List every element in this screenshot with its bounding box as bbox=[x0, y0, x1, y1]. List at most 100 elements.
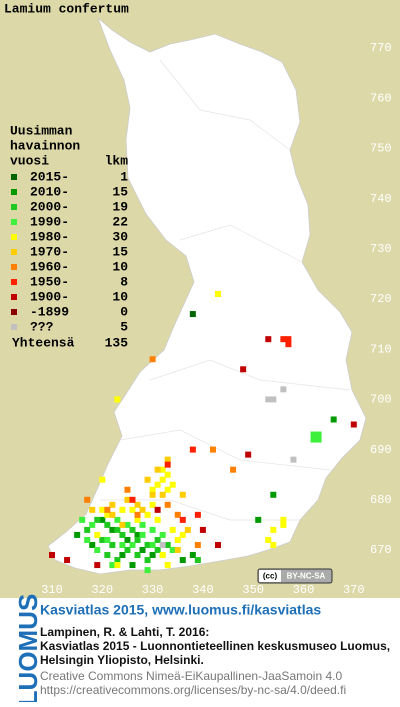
occurrence-square bbox=[270, 396, 277, 403]
occurrence-square bbox=[139, 521, 146, 528]
x-tick-label: 360 bbox=[293, 583, 315, 597]
legend-header: Uusimman bbox=[10, 123, 73, 138]
license-url[interactable]: https://creativecommons.org/licenses/by-… bbox=[40, 683, 346, 697]
legend-count: 19 bbox=[112, 199, 128, 214]
x-tick-label: 370 bbox=[343, 583, 365, 597]
legend-swatch bbox=[11, 309, 17, 315]
occurrence-square bbox=[99, 536, 106, 543]
occurrence-square bbox=[124, 521, 131, 528]
occurrence-square bbox=[270, 526, 277, 533]
occurrence-square bbox=[169, 481, 176, 488]
legend-total-label: Yhteensä bbox=[12, 335, 75, 350]
occurrence-square bbox=[144, 511, 151, 518]
occurrence-square bbox=[134, 552, 141, 559]
occurrence-square bbox=[99, 476, 106, 483]
y-tick-label: 720 bbox=[370, 292, 392, 306]
occurrence-square bbox=[134, 511, 141, 518]
legend-label: 1950- bbox=[30, 274, 69, 289]
occurrence-square bbox=[154, 536, 161, 543]
occurrence-square bbox=[265, 536, 272, 543]
occurrence-square bbox=[290, 456, 297, 463]
occurrence-square bbox=[104, 506, 111, 513]
occurrence-square bbox=[330, 416, 337, 423]
occurrence-square bbox=[270, 541, 277, 548]
occurrence-square bbox=[189, 552, 196, 559]
occurrence-square bbox=[139, 547, 146, 553]
occurrence-square bbox=[134, 501, 141, 508]
legend-swatch bbox=[11, 189, 17, 195]
occurrence-square bbox=[149, 526, 156, 533]
occurrence-square bbox=[139, 506, 146, 513]
occurrence-square bbox=[245, 451, 252, 458]
occurrence-square bbox=[144, 476, 151, 483]
footer-link[interactable]: Kasviatlas 2015, www.luomus.fi/kasviatla… bbox=[40, 602, 321, 618]
occurrence-square bbox=[209, 446, 216, 453]
legend-count: 15 bbox=[112, 184, 128, 199]
cc-text: BY-NC-SA bbox=[287, 572, 326, 581]
occurrence-square bbox=[194, 557, 201, 564]
occurrence-square bbox=[139, 531, 146, 538]
occurrence-square bbox=[149, 541, 156, 548]
legend-total: 135 bbox=[105, 335, 129, 350]
occurrence-square bbox=[124, 547, 131, 553]
occurrence-square bbox=[174, 511, 181, 518]
y-tick-label: 680 bbox=[370, 493, 392, 507]
occurrence-square bbox=[114, 396, 121, 403]
legend-swatch bbox=[11, 324, 17, 330]
occurrence-square bbox=[159, 552, 166, 559]
occurrence-square bbox=[179, 491, 186, 498]
occurrence-square bbox=[144, 567, 151, 574]
occurrence-square bbox=[184, 526, 191, 533]
occurrence-square bbox=[109, 511, 116, 518]
y-tick-label: 700 bbox=[370, 393, 392, 407]
y-tick-label: 740 bbox=[370, 192, 392, 206]
occurrence-square bbox=[214, 541, 221, 548]
legend-count: 5 bbox=[120, 319, 128, 334]
occurrence-square bbox=[169, 526, 176, 533]
occurrence-square bbox=[199, 526, 206, 533]
legend-label: ??? bbox=[30, 319, 54, 334]
occurrence-square bbox=[149, 356, 156, 363]
occurrence-square bbox=[280, 516, 287, 523]
occurrence-square bbox=[134, 516, 141, 523]
cc-badge: (cc) BY-NC-SA bbox=[257, 568, 333, 584]
occurrence-square bbox=[104, 552, 111, 559]
occurrence-square bbox=[350, 421, 357, 428]
occurrence-square bbox=[94, 531, 101, 538]
occurrence-square bbox=[129, 562, 136, 569]
occurrence-square bbox=[164, 562, 171, 569]
occurrence-square bbox=[149, 491, 156, 498]
legend-count: 10 bbox=[112, 259, 128, 274]
legend-count: 1 bbox=[120, 169, 128, 184]
occurrence-square bbox=[89, 521, 96, 528]
occurrence-square bbox=[144, 541, 151, 548]
occurrence-square bbox=[240, 366, 247, 373]
occurrence-square bbox=[89, 506, 96, 513]
occurrence-square bbox=[124, 486, 131, 493]
y-tick-label: 770 bbox=[370, 41, 392, 55]
legend-count: 15 bbox=[112, 244, 128, 259]
legend-count: 0 bbox=[120, 304, 128, 319]
y-tick-label: 690 bbox=[370, 443, 392, 457]
legend-swatch bbox=[11, 264, 17, 270]
occurrence-square bbox=[94, 562, 101, 569]
occurrence-square bbox=[129, 496, 136, 503]
occurrence-square bbox=[194, 511, 201, 518]
occurrence-square bbox=[119, 521, 126, 528]
y-tick-label: 730 bbox=[370, 242, 392, 256]
occurrence-square bbox=[164, 486, 171, 493]
occurrence-square bbox=[109, 541, 116, 548]
occurrence-square bbox=[134, 531, 141, 538]
legend-label: 2000- bbox=[30, 199, 69, 214]
legend-count: 10 bbox=[112, 289, 128, 304]
occurrence-square bbox=[189, 311, 196, 318]
occurrence-square bbox=[255, 516, 262, 523]
occurrence-square bbox=[149, 501, 156, 508]
occurrence-square bbox=[129, 506, 136, 513]
occurrence-square bbox=[194, 541, 201, 548]
title: Lamium confertum bbox=[4, 1, 129, 16]
occurrence-square bbox=[94, 516, 101, 523]
occurrence-square bbox=[79, 516, 86, 523]
occurrence-square bbox=[159, 491, 166, 498]
